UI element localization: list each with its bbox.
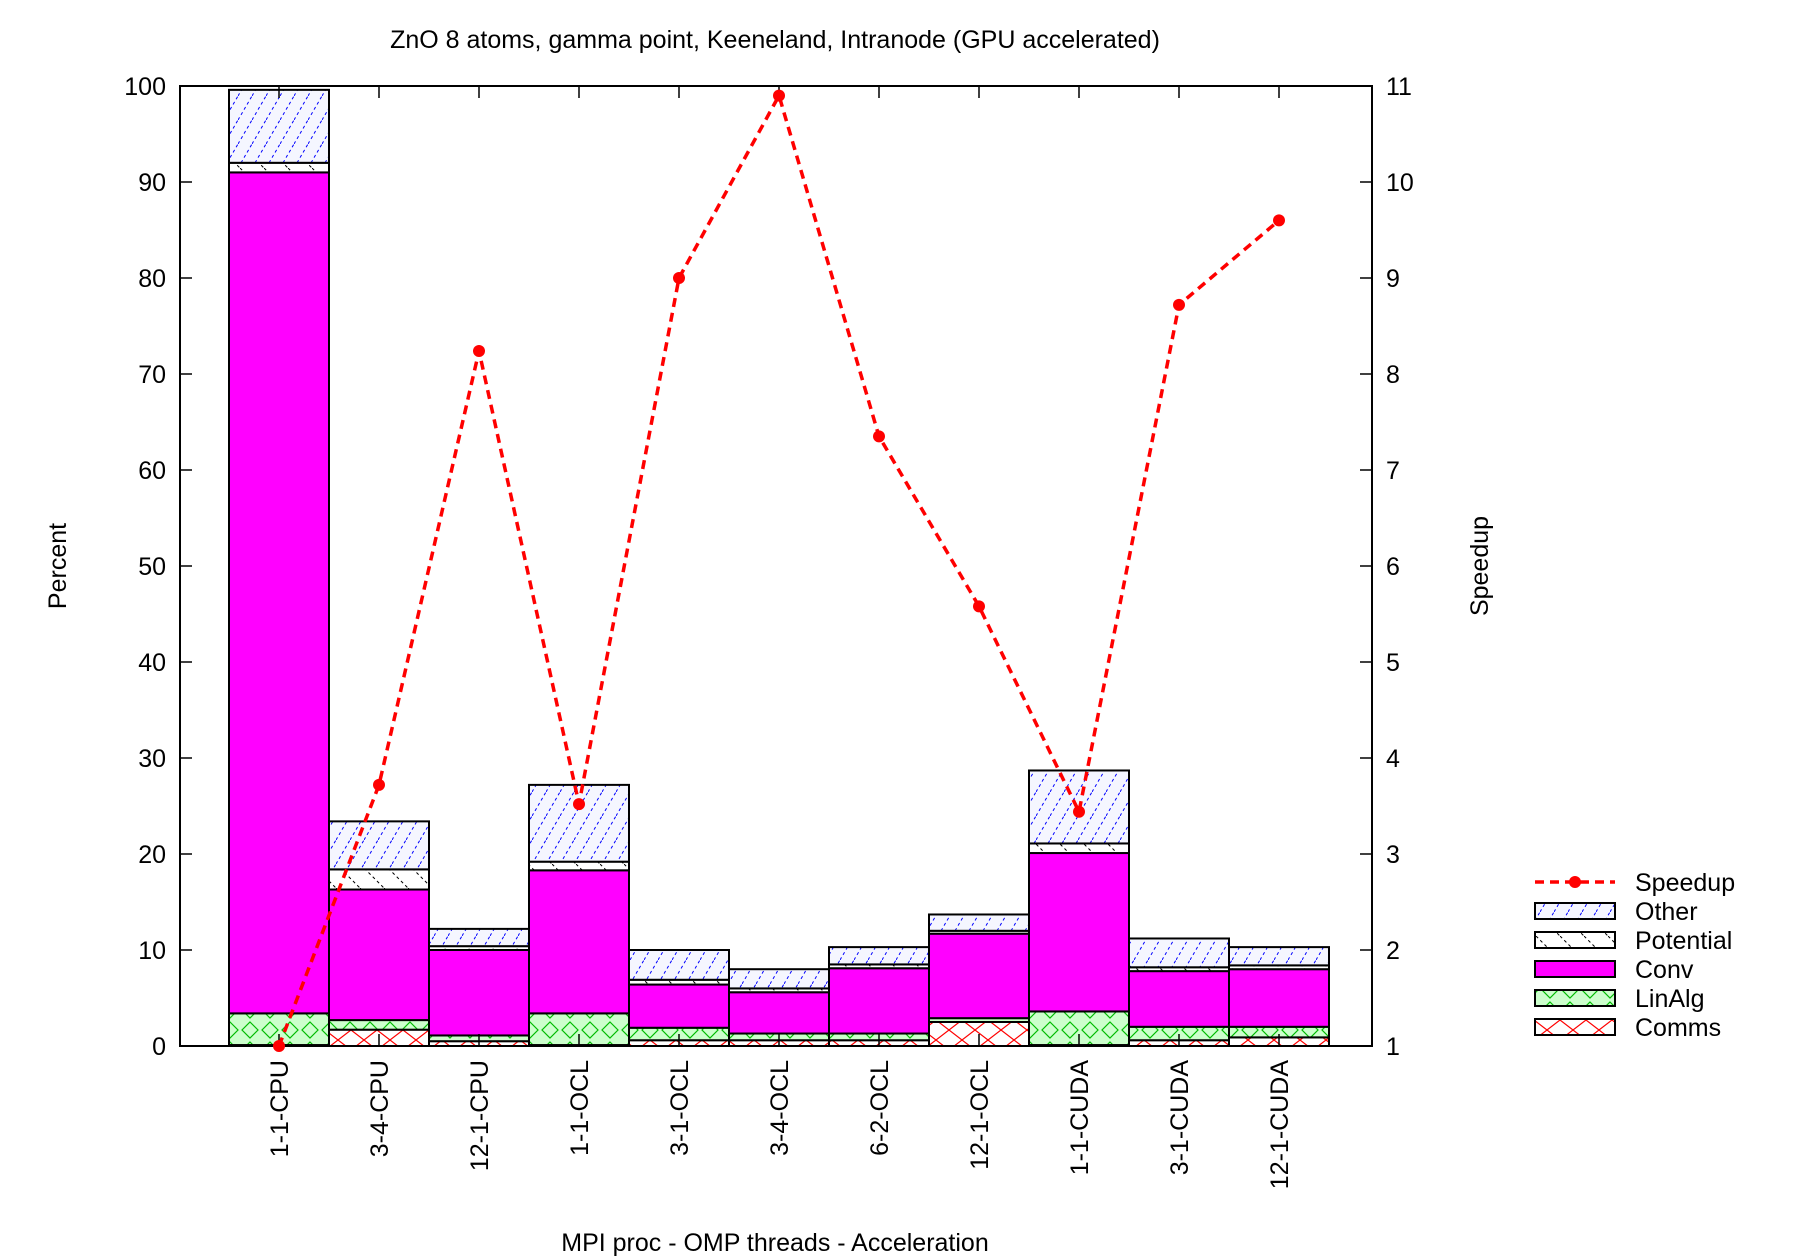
bar-segment-conv [328,888,430,1022]
y2-tick-label: 8 [1386,361,1400,389]
stacked-bars [228,88,1330,1048]
speedup-line [277,91,1281,1047]
y2-tick-label: 2 [1386,937,1400,965]
bar-segment-other [428,927,530,948]
y-tick-label: 70 [138,361,166,389]
legend-speedup-marker [1569,876,1581,888]
bar-segment-potential [528,860,630,872]
bar-segment-other [628,949,730,981]
legend-label: Comms [1635,1014,1721,1042]
x-category-label: 1-1-CPU [266,1060,294,1157]
y2-tick-label: 9 [1386,265,1400,293]
y-tick-label: 40 [138,649,166,677]
bar-segment-other [328,820,430,871]
y-axis-title: Percent [44,523,72,609]
x-category-label: 12-1-OCL [966,1060,994,1170]
speedup-series [273,89,1285,1052]
bar-segment-potential [1028,842,1130,855]
y2-tick-label: 6 [1386,553,1400,581]
legend-label: Speedup [1635,869,1735,897]
x-category-label: 1-1-CUDA [1066,1060,1094,1176]
x-category-label: 6-2-OCL [866,1060,894,1156]
speedup-point [473,344,485,357]
y-tick-label: 20 [138,841,166,869]
bar-segment-conv [1228,968,1330,1028]
speedup-point [573,798,585,811]
bar-segment-other [928,913,1030,932]
x-category-label: 3-1-OCL [666,1060,694,1156]
y-tick-label: 50 [138,553,166,581]
y-tick-label: 10 [138,937,166,965]
y2-axis-ticks: 1 2 3 4 5 6 7 8 9 10 11 [1360,73,1414,1061]
y2-tick-label: 11 [1386,73,1412,101]
y-axis-ticks: 0 10 20 30 40 50 60 70 80 90 100 [124,73,192,1061]
legend-swatch-linalg [1534,989,1616,1007]
bar-segment-conv [1028,852,1130,1013]
speedup-point [773,89,785,102]
plot-frame [179,85,1373,1047]
x-category-label: 3-1-CUDA [1166,1060,1194,1176]
speedup-point [273,1040,285,1052]
speedup-point [973,600,985,613]
legend-swatch-comms [1534,1018,1616,1036]
speedup-point [1073,805,1085,818]
bar-segment-conv [528,869,630,1015]
y2-tick-label: 5 [1386,649,1400,677]
speedup-point [1173,298,1185,311]
y2-tick-label: 4 [1386,745,1400,773]
speedup-point [873,430,885,443]
bar-segment-conv [628,983,730,1029]
legend-label: Conv [1635,956,1694,984]
y-tick-label: 80 [138,265,166,293]
y2-tick-label: 1 [1386,1033,1400,1061]
x-category-label: 1-1-OCL [566,1060,594,1156]
x-axis-title: MPI proc - OMP threads - Acceleration [561,1229,988,1257]
legend-swatch-other [1534,902,1616,920]
bar-segment-other [1228,946,1330,967]
y2-tick-label: 7 [1386,457,1400,485]
legend-label: Other [1635,898,1698,926]
bar-segment-conv [1128,970,1230,1028]
chart-title: ZnO 8 atoms, gamma point, Keeneland, Int… [390,26,1160,54]
bar-segment-conv [828,967,930,1035]
x-category-labels: 1-1-CPU 3-4-CPU 12-1-CPU 1-1-OCL 3-1-OCL 3-4-… [266,86,1294,1189]
y2-tick-label: 10 [1386,169,1414,197]
bar-segment-potential [228,161,330,174]
bar-segment-conv [228,171,330,1015]
bar-segment-linalg [328,1019,430,1031]
y2-tick-label: 3 [1386,841,1400,869]
bar-segment-other [228,88,330,164]
speedup-point [373,778,385,791]
legend-swatch-potential [1534,931,1616,949]
y-tick-label: 0 [152,1033,166,1061]
x-category-label: 3-4-OCL [766,1060,794,1156]
speedup-point [673,272,685,284]
speedup-point [1273,214,1285,227]
bar-segment-other [728,968,830,990]
y-tick-label: 30 [138,745,166,773]
legend-label: Potential [1635,927,1732,955]
bar-segment-conv [428,949,530,1037]
y-tick-label: 90 [138,169,166,197]
legend-label: LinAlg [1635,985,1705,1013]
bar-segment-conv [928,932,1030,1020]
y-tick-label: 60 [138,457,166,485]
bar-segment-other [1128,937,1230,969]
x-category-label: 12-1-CUDA [1266,1060,1294,1190]
y2-axis-title: Speedup [1466,516,1494,616]
x-category-label: 12-1-CPU [466,1060,494,1171]
legend-swatch-conv [1534,960,1616,978]
y-tick-label: 100 [124,73,166,101]
bar-segment-other [828,946,930,966]
bar-segment-conv [728,991,830,1035]
bar-segment-other [528,783,630,863]
x-category-label: 3-4-CPU [366,1060,394,1157]
